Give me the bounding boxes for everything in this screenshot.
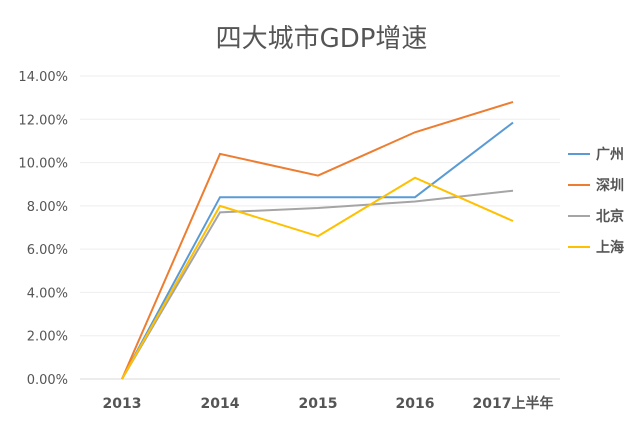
- y-tick-label: 12.00%: [18, 113, 68, 128]
- y-tick-label: 2.00%: [27, 330, 68, 345]
- x-tick-label: 2014: [201, 396, 240, 412]
- x-tick-label: 2015: [299, 396, 338, 412]
- legend-label: 北京: [596, 208, 624, 225]
- y-tick-label: 4.00%: [27, 286, 68, 301]
- y-tick-label: 8.00%: [27, 200, 68, 215]
- x-tick-label: 2016: [396, 396, 435, 412]
- y-tick-label: 0.00%: [27, 373, 68, 388]
- chart-title: 四大城市GDP增速: [215, 24, 428, 54]
- legend-label: 上海: [596, 239, 624, 256]
- series-line-广州: [121, 121, 514, 380]
- x-tick-label: 2017上半年: [473, 395, 554, 412]
- y-tick-label: 10.00%: [18, 157, 68, 172]
- legend-label: 深圳: [596, 177, 624, 194]
- series-line-深圳: [121, 101, 514, 380]
- y-tick-label: 14.00%: [18, 70, 68, 85]
- legend-label: 广州: [596, 146, 624, 163]
- y-tick-label: 6.00%: [27, 243, 68, 258]
- series-line-北京: [121, 189, 514, 380]
- x-tick-label: 2013: [103, 396, 142, 412]
